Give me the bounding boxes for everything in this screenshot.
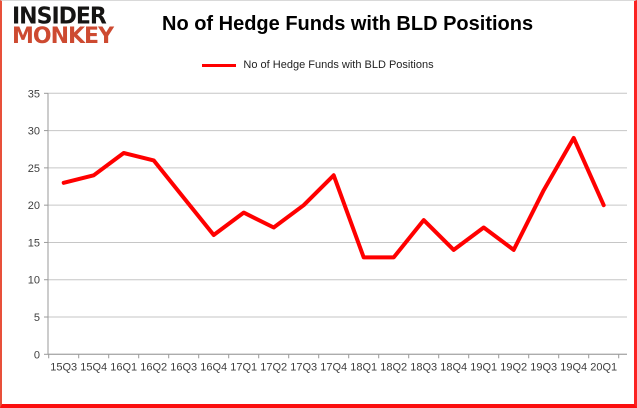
x-tick-label: 19Q4 bbox=[560, 361, 587, 373]
x-tick-label: 18Q4 bbox=[440, 361, 467, 373]
x-tick-label: 17Q1 bbox=[230, 361, 257, 373]
x-tick-label: 18Q1 bbox=[350, 361, 377, 373]
x-tick-label: 16Q3 bbox=[170, 361, 197, 373]
x-tick-label: 18Q3 bbox=[410, 361, 437, 373]
legend-label: No of Hedge Funds with BLD Positions bbox=[243, 59, 434, 71]
x-tick-label: 19Q2 bbox=[500, 361, 527, 373]
x-tick-label: 19Q1 bbox=[470, 361, 497, 373]
y-tick-label: 20 bbox=[28, 200, 40, 212]
x-tick-label: 16Q4 bbox=[200, 361, 227, 373]
x-tick-label: 16Q2 bbox=[140, 361, 167, 373]
x-tick-label: 19Q3 bbox=[530, 361, 557, 373]
x-tick-label: 17Q4 bbox=[320, 361, 347, 373]
x-tick-label: 17Q2 bbox=[260, 361, 287, 373]
x-tick-label: 18Q2 bbox=[380, 361, 407, 373]
insider-monkey-logo: INSIDER MONKEY bbox=[12, 3, 114, 50]
x-tick-label: 15Q3 bbox=[50, 361, 77, 373]
x-tick-label: 16Q1 bbox=[110, 361, 137, 373]
legend: No of Hedge Funds with BLD Positions bbox=[2, 59, 634, 71]
chart-title: No of Hedge Funds with BLD Positions bbox=[162, 13, 534, 35]
y-tick-label: 35 bbox=[28, 88, 40, 100]
y-tick-label: 0 bbox=[34, 349, 40, 361]
y-tick-label: 15 bbox=[28, 237, 40, 249]
x-tick-label: 17Q3 bbox=[290, 361, 317, 373]
x-tick-label: 15Q4 bbox=[80, 361, 107, 373]
y-tick-label: 25 bbox=[28, 163, 40, 175]
x-tick-label: 20Q1 bbox=[590, 361, 617, 373]
y-tick-label: 10 bbox=[28, 275, 40, 287]
y-tick-label: 30 bbox=[28, 126, 40, 138]
logo-line-monkey: MONKEY bbox=[12, 24, 114, 50]
series-line bbox=[61, 136, 606, 260]
legend-line-swatch bbox=[202, 63, 237, 67]
y-tick-label: 5 bbox=[34, 312, 40, 324]
logo-line-insider: INSIDER bbox=[12, 3, 107, 30]
